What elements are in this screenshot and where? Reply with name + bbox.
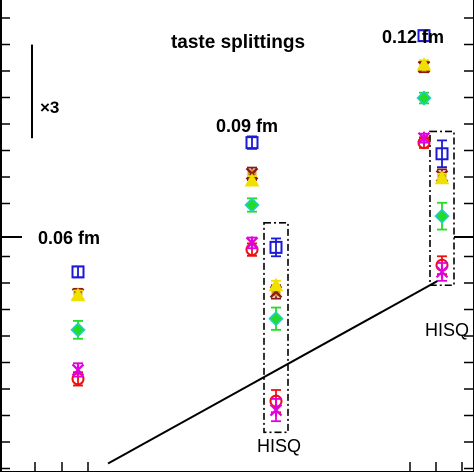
lattice-label-006: 0.06 fm: [38, 228, 100, 248]
square-mark: [417, 29, 431, 43]
triangle-mark: [268, 277, 284, 292]
hisq-label-012: HISQ: [425, 320, 469, 340]
trend-line: [107, 279, 439, 465]
star-mark: [435, 265, 449, 279]
square-mark: [71, 265, 85, 279]
square-mark: [269, 240, 283, 254]
data-points: [70, 29, 450, 423]
square-mark: [435, 147, 449, 161]
diamond-mark: [268, 311, 284, 327]
star-mark: [71, 363, 85, 377]
star-mark: [417, 131, 431, 145]
hisq-series-square: [269, 139, 449, 258]
trend-line-segment: [107, 279, 439, 465]
hisq-series-circle: [269, 255, 449, 414]
scale-factor-label: ×3: [40, 98, 59, 117]
axis-ticks: [0, 17, 474, 472]
triangle-mark: [434, 170, 450, 185]
asqtad-series-square: [71, 29, 431, 279]
star-mark: [245, 236, 259, 250]
diamond-mark: [70, 322, 86, 338]
hisq-boxes: [263, 130, 455, 434]
triangle-mark: [244, 172, 260, 187]
diamond-mark: [434, 208, 450, 224]
chart-title: taste splittings: [171, 32, 305, 53]
triangle-mark: [416, 57, 432, 71]
diamond-mark: [416, 90, 432, 106]
lattice-label-012: 0.12 fm: [382, 27, 444, 47]
hisq-series-cross: [269, 168, 449, 300]
diamond-mark: [244, 197, 260, 213]
star-mark: [269, 403, 283, 417]
hisq-box-012: [429, 130, 455, 287]
asqtad-series-triangle: [70, 57, 432, 302]
lattice-label-009: 0.09 fm: [216, 116, 278, 136]
hisq-label-009: HISQ: [257, 436, 301, 456]
hisq-box-009: [263, 222, 289, 434]
hisq-series-diamond: [268, 201, 450, 331]
asqtad-series-star: [71, 131, 431, 378]
hisq-series-star: [269, 262, 449, 423]
triangle-mark: [70, 287, 86, 302]
asqtad-series-diamond: [70, 90, 432, 340]
hisq-series-triangle: [268, 170, 450, 292]
square-mark: [245, 136, 259, 150]
